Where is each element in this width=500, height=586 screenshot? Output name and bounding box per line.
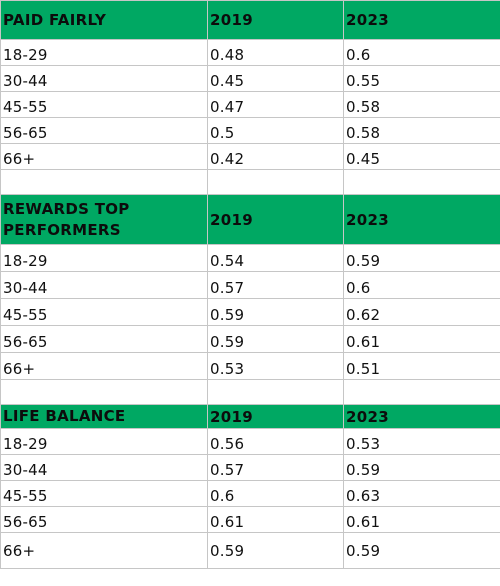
age-cell[interactable]: 66+ <box>0 532 208 569</box>
table-row: 66+ 0.42 0.45 <box>0 143 500 170</box>
age-cell[interactable]: 30-44 <box>0 271 208 299</box>
age-cell[interactable]: 56-65 <box>0 325 208 353</box>
value-2019-cell[interactable]: 0.61 <box>207 506 344 533</box>
column-header-2023[interactable]: 2023 <box>343 194 500 245</box>
value-2019-cell[interactable]: 0.57 <box>207 271 344 299</box>
section-header-life-balance: LIFE BALANCE 2019 2023 <box>0 404 500 429</box>
value-2023-cell[interactable]: 0.51 <box>343 352 500 380</box>
value-2023-cell[interactable]: 0.6 <box>343 271 500 299</box>
empty-cell[interactable] <box>343 169 500 195</box>
value-2019-cell[interactable]: 0.59 <box>207 325 344 353</box>
empty-row <box>0 379 500 405</box>
empty-cell[interactable] <box>343 379 500 405</box>
value-2023-cell[interactable]: 0.58 <box>343 91 500 118</box>
empty-cell[interactable] <box>0 169 208 195</box>
section-title[interactable]: LIFE BALANCE <box>0 404 208 429</box>
empty-cell[interactable] <box>207 379 344 405</box>
table-row: 18-29 0.56 0.53 <box>0 428 500 455</box>
age-cell[interactable]: 45-55 <box>0 480 208 507</box>
column-header-2019[interactable]: 2019 <box>207 0 344 40</box>
age-cell[interactable]: 45-55 <box>0 91 208 118</box>
column-header-2019[interactable]: 2019 <box>207 194 344 245</box>
value-2023-cell[interactable]: 0.59 <box>343 532 500 569</box>
table-row: 66+ 0.59 0.59 <box>0 532 500 569</box>
table-row: 56-65 0.59 0.61 <box>0 325 500 353</box>
table-row: 56-65 0.5 0.58 <box>0 117 500 144</box>
age-cell[interactable]: 30-44 <box>0 65 208 92</box>
table-row: 18-29 0.54 0.59 <box>0 244 500 272</box>
table-row: 56-65 0.61 0.61 <box>0 506 500 533</box>
value-2023-cell[interactable]: 0.63 <box>343 480 500 507</box>
table-row: 45-55 0.6 0.63 <box>0 480 500 507</box>
section-header-paid-fairly: PAID FAIRLY 2019 2023 <box>0 0 500 40</box>
age-cell[interactable]: 18-29 <box>0 244 208 272</box>
data-table: PAID FAIRLY 2019 2023 18-29 0.48 0.6 30-… <box>0 0 500 569</box>
table-row: 66+ 0.53 0.51 <box>0 352 500 380</box>
value-2023-cell[interactable]: 0.58 <box>343 117 500 144</box>
value-2019-cell[interactable]: 0.45 <box>207 65 344 92</box>
section-header-rewards-top-performers: REWARDS TOP PERFORMERS 2019 2023 <box>0 194 500 245</box>
column-header-2023[interactable]: 2023 <box>343 0 500 40</box>
section-title[interactable]: REWARDS TOP PERFORMERS <box>0 194 208 245</box>
value-2023-cell[interactable]: 0.55 <box>343 65 500 92</box>
age-cell[interactable]: 18-29 <box>0 428 208 455</box>
value-2019-cell[interactable]: 0.56 <box>207 428 344 455</box>
value-2019-cell[interactable]: 0.6 <box>207 480 344 507</box>
table-row: 18-29 0.48 0.6 <box>0 39 500 66</box>
age-cell[interactable]: 56-65 <box>0 117 208 144</box>
value-2019-cell[interactable]: 0.5 <box>207 117 344 144</box>
table-row: 30-44 0.45 0.55 <box>0 65 500 92</box>
age-cell[interactable]: 66+ <box>0 143 208 170</box>
table-row: 30-44 0.57 0.6 <box>0 271 500 299</box>
age-cell[interactable]: 66+ <box>0 352 208 380</box>
value-2019-cell[interactable]: 0.54 <box>207 244 344 272</box>
value-2023-cell[interactable]: 0.6 <box>343 39 500 66</box>
value-2019-cell[interactable]: 0.48 <box>207 39 344 66</box>
age-cell[interactable]: 45-55 <box>0 298 208 326</box>
value-2023-cell[interactable]: 0.53 <box>343 428 500 455</box>
value-2019-cell[interactable]: 0.57 <box>207 454 344 481</box>
age-cell[interactable]: 30-44 <box>0 454 208 481</box>
column-header-2019[interactable]: 2019 <box>207 404 344 429</box>
value-2023-cell[interactable]: 0.45 <box>343 143 500 170</box>
value-2023-cell[interactable]: 0.59 <box>343 454 500 481</box>
column-header-2023[interactable]: 2023 <box>343 404 500 429</box>
value-2023-cell[interactable]: 0.62 <box>343 298 500 326</box>
table-row: 30-44 0.57 0.59 <box>0 454 500 481</box>
value-2023-cell[interactable]: 0.61 <box>343 506 500 533</box>
age-cell[interactable]: 18-29 <box>0 39 208 66</box>
value-2019-cell[interactable]: 0.42 <box>207 143 344 170</box>
empty-cell[interactable] <box>0 379 208 405</box>
value-2019-cell[interactable]: 0.59 <box>207 298 344 326</box>
table-row: 45-55 0.59 0.62 <box>0 298 500 326</box>
value-2023-cell[interactable]: 0.61 <box>343 325 500 353</box>
age-cell[interactable]: 56-65 <box>0 506 208 533</box>
value-2019-cell[interactable]: 0.59 <box>207 532 344 569</box>
section-title[interactable]: PAID FAIRLY <box>0 0 208 40</box>
value-2023-cell[interactable]: 0.59 <box>343 244 500 272</box>
empty-cell[interactable] <box>207 169 344 195</box>
table-row: 45-55 0.47 0.58 <box>0 91 500 118</box>
value-2019-cell[interactable]: 0.53 <box>207 352 344 380</box>
value-2019-cell[interactable]: 0.47 <box>207 91 344 118</box>
empty-row <box>0 169 500 195</box>
